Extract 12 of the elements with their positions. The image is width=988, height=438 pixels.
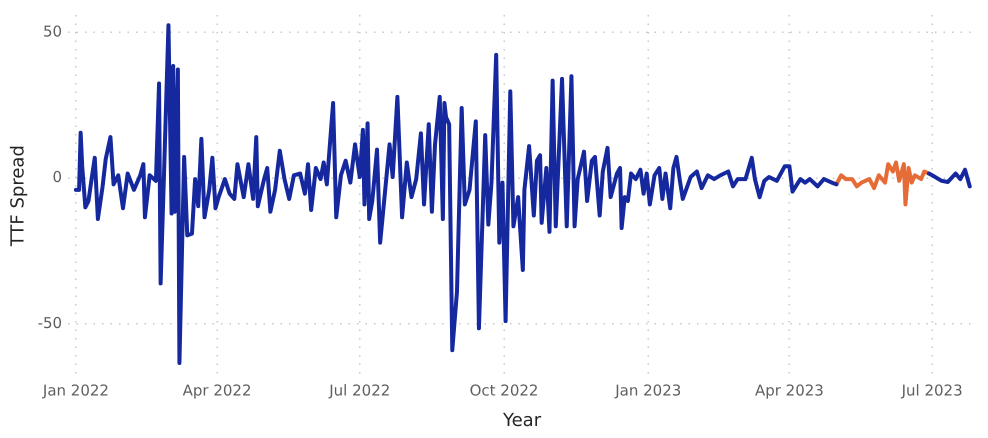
x-tick-label: Jan 2022 — [42, 381, 109, 400]
y-tick-label: -50 — [38, 314, 62, 332]
x-tick-label: Jul 2022 — [328, 381, 390, 400]
x-tick-label: Apr 2022 — [182, 381, 252, 400]
y-tick-label: 50 — [43, 22, 62, 40]
x-tick-label: Jan 2023 — [614, 381, 682, 400]
y-axis-title: TTF Spread — [7, 145, 28, 248]
x-tick-label: Oct 2022 — [470, 381, 538, 400]
x-tick-label: Jul 2023 — [900, 381, 963, 400]
x-tick-label: Apr 2023 — [754, 381, 824, 400]
x-axis-title: Year — [502, 410, 542, 431]
y-tick-label: 0 — [52, 168, 62, 186]
